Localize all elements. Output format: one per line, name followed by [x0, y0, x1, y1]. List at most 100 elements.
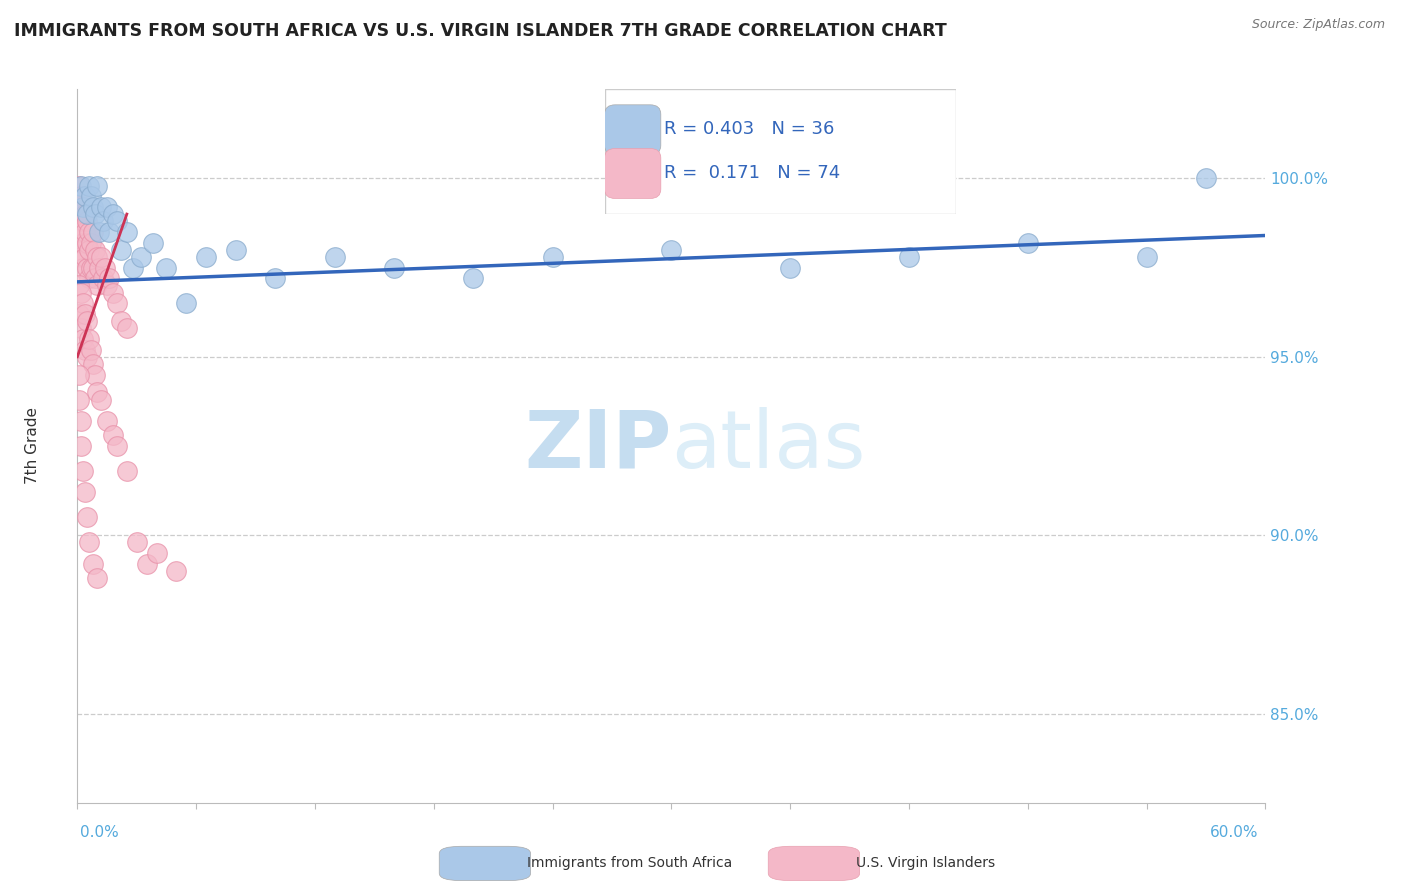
Point — [67, 278, 90, 293]
Point — [72, 464, 94, 478]
Point — [67, 392, 90, 407]
Point — [96, 414, 118, 428]
Point — [115, 321, 138, 335]
Text: IMMIGRANTS FROM SOUTH AFRICA VS U.S. VIRGIN ISLANDER 7TH GRADE CORRELATION CHART: IMMIGRANTS FROM SOUTH AFRICA VS U.S. VIR… — [14, 22, 946, 40]
Point — [96, 278, 118, 293]
Point — [135, 557, 157, 571]
Point — [86, 385, 108, 400]
Point — [82, 200, 104, 214]
Point — [165, 564, 187, 578]
Point — [1017, 235, 1039, 250]
Point — [96, 200, 118, 214]
Point — [67, 225, 90, 239]
Text: ZIP: ZIP — [524, 407, 672, 485]
Point — [84, 368, 107, 382]
Point — [75, 250, 97, 264]
Point — [94, 260, 117, 275]
Point — [382, 260, 405, 275]
Point — [84, 243, 107, 257]
Point — [110, 314, 132, 328]
Point — [75, 207, 97, 221]
FancyBboxPatch shape — [605, 149, 661, 199]
Point — [661, 243, 683, 257]
Text: Source: ZipAtlas.com: Source: ZipAtlas.com — [1251, 18, 1385, 31]
Point — [155, 260, 177, 275]
Point — [77, 178, 100, 193]
Point — [70, 439, 93, 453]
Point — [87, 225, 110, 239]
Point — [80, 343, 103, 357]
Point — [76, 314, 98, 328]
Point — [101, 207, 124, 221]
Point — [121, 260, 143, 275]
Point — [67, 368, 90, 382]
Point — [87, 260, 110, 275]
Point — [115, 225, 138, 239]
Point — [70, 189, 93, 203]
Point — [115, 464, 138, 478]
Text: R =  0.171   N = 74: R = 0.171 N = 74 — [665, 164, 841, 182]
Point — [67, 200, 90, 214]
FancyBboxPatch shape — [439, 847, 530, 880]
Point — [80, 260, 103, 275]
Point — [70, 178, 93, 193]
Point — [225, 243, 247, 257]
Point — [72, 200, 94, 214]
Point — [75, 307, 97, 321]
Point — [1136, 250, 1159, 264]
Point — [76, 260, 98, 275]
Point — [72, 332, 94, 346]
Point — [72, 200, 94, 214]
FancyBboxPatch shape — [768, 847, 859, 880]
Point — [75, 189, 97, 203]
Text: R = 0.403   N = 36: R = 0.403 N = 36 — [665, 120, 835, 138]
Point — [77, 271, 100, 285]
Point — [86, 278, 108, 293]
Point — [90, 250, 112, 264]
Point — [77, 332, 100, 346]
Point — [70, 321, 93, 335]
Point — [82, 557, 104, 571]
Text: 0.0%: 0.0% — [80, 825, 120, 840]
Point — [779, 260, 801, 275]
Point — [76, 214, 98, 228]
Point — [67, 214, 90, 228]
Point — [541, 250, 564, 264]
Point — [174, 296, 197, 310]
Text: Immigrants from South Africa: Immigrants from South Africa — [527, 856, 733, 871]
Point — [142, 235, 165, 250]
Point — [70, 225, 93, 239]
FancyBboxPatch shape — [605, 104, 661, 155]
Point — [82, 225, 104, 239]
Point — [67, 243, 90, 257]
Point — [70, 250, 93, 264]
Point — [101, 285, 124, 300]
Text: 60.0%: 60.0% — [1211, 825, 1258, 840]
Point — [105, 214, 128, 228]
Point — [84, 207, 107, 221]
Point — [145, 546, 167, 560]
Point — [67, 178, 90, 193]
Point — [91, 271, 114, 285]
Point — [110, 243, 132, 257]
Point — [125, 535, 148, 549]
Point — [84, 271, 107, 285]
Point — [105, 439, 128, 453]
Point — [90, 392, 112, 407]
Point — [76, 510, 98, 524]
Point — [72, 235, 94, 250]
Point — [98, 225, 121, 239]
Point — [75, 343, 97, 357]
Point — [86, 178, 108, 193]
Point — [72, 296, 94, 310]
Point — [72, 260, 94, 275]
Point — [195, 250, 218, 264]
Point — [70, 285, 93, 300]
Point — [77, 225, 100, 239]
Point — [77, 535, 100, 549]
Point — [1195, 171, 1218, 186]
Point — [463, 271, 485, 285]
Text: 7th Grade: 7th Grade — [25, 408, 39, 484]
Point — [76, 207, 98, 221]
Point — [101, 428, 124, 442]
